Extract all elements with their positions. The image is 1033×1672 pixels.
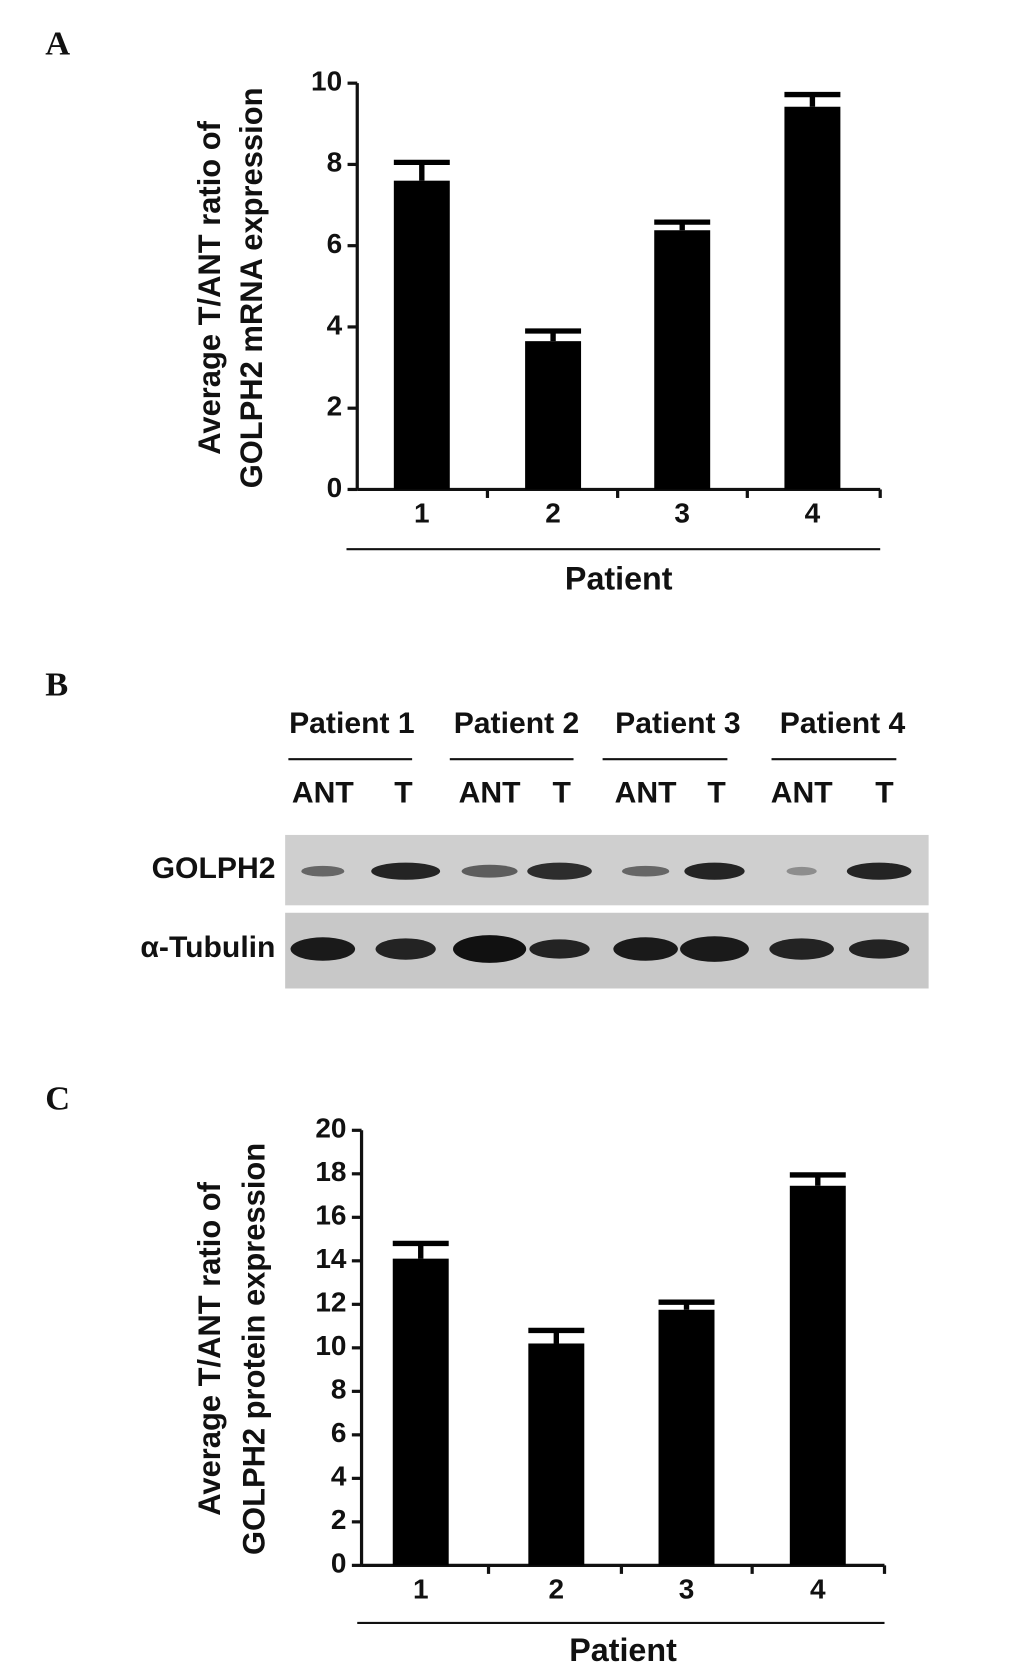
row-label: α-Tubulin — [140, 931, 275, 964]
panel-label: A — [45, 25, 70, 63]
band — [621, 865, 670, 877]
y-tick-label: 16 — [315, 1200, 346, 1231]
band — [375, 938, 436, 960]
x-tick-label: 1 — [413, 1573, 429, 1604]
band — [529, 939, 590, 959]
panel-label: B — [45, 666, 68, 704]
x-tick-label: 4 — [805, 497, 821, 528]
lane-label: T — [875, 776, 893, 809]
x-axis-label: Patient — [569, 1632, 677, 1668]
lane-label: T — [707, 776, 725, 809]
y-tick-label: 2 — [327, 391, 343, 422]
y-tick-label: 6 — [327, 228, 343, 259]
band — [290, 937, 356, 961]
y-tick-label: 18 — [315, 1156, 346, 1187]
band — [301, 865, 345, 877]
y-tick-label: 4 — [331, 1461, 347, 1492]
y-axis-label: Average T/ANT ratio of — [192, 1181, 227, 1515]
lane-label: T — [394, 776, 412, 809]
y-tick-label: 12 — [315, 1287, 346, 1318]
patient-header: Patient 1 — [289, 707, 415, 740]
y-tick-label: 4 — [327, 309, 343, 340]
x-tick-label: 4 — [810, 1573, 826, 1604]
y-axis-label: Average T/ANT ratio of — [192, 120, 227, 454]
lane-label: T — [552, 776, 570, 809]
y-tick-label: 6 — [331, 1417, 347, 1448]
y-tick-label: 20 — [315, 1113, 346, 1144]
patient-header: Patient 4 — [780, 707, 906, 740]
band — [453, 935, 527, 963]
lane-label: ANT — [459, 776, 521, 809]
x-tick-label: 3 — [674, 497, 690, 528]
band — [684, 862, 745, 880]
bar — [525, 341, 582, 490]
band — [786, 866, 817, 876]
bar — [392, 1258, 449, 1566]
y-tick-label: 8 — [327, 147, 343, 178]
y-tick-label: 0 — [327, 472, 343, 503]
band — [848, 939, 910, 959]
band — [613, 937, 678, 961]
y-tick-label: 14 — [315, 1243, 347, 1274]
patient-header: Patient 3 — [615, 707, 741, 740]
y-tick-label: 10 — [315, 1330, 346, 1361]
lane-label: ANT — [292, 776, 354, 809]
lane-label: ANT — [771, 776, 833, 809]
bar — [658, 1309, 715, 1566]
band — [461, 864, 518, 878]
band — [680, 936, 749, 962]
bar — [789, 1185, 846, 1566]
row-label: GOLPH2 — [152, 852, 276, 885]
x-tick-label: 1 — [414, 497, 430, 528]
panel-label: C — [45, 1079, 70, 1117]
band — [527, 862, 592, 880]
y-tick-label: 0 — [331, 1548, 347, 1579]
y-tick-label: 2 — [331, 1504, 347, 1535]
y-axis-label: GOLPH2 protein expression — [236, 1143, 271, 1555]
y-tick-label: 10 — [311, 66, 342, 97]
band — [846, 862, 912, 880]
bar — [784, 106, 841, 490]
x-axis-label: Patient — [565, 561, 673, 597]
lane-label: ANT — [615, 776, 677, 809]
x-tick-label: 2 — [549, 1573, 565, 1604]
y-axis-label: GOLPH2 mRNA expression — [234, 88, 269, 489]
x-tick-label: 3 — [679, 1573, 695, 1604]
x-tick-label: 2 — [545, 497, 561, 528]
band — [769, 938, 834, 960]
y-tick-label: 8 — [331, 1374, 347, 1405]
patient-header: Patient 2 — [454, 707, 580, 740]
band — [371, 862, 441, 880]
bar — [654, 230, 711, 490]
bar — [393, 180, 450, 490]
bar — [528, 1343, 585, 1566]
